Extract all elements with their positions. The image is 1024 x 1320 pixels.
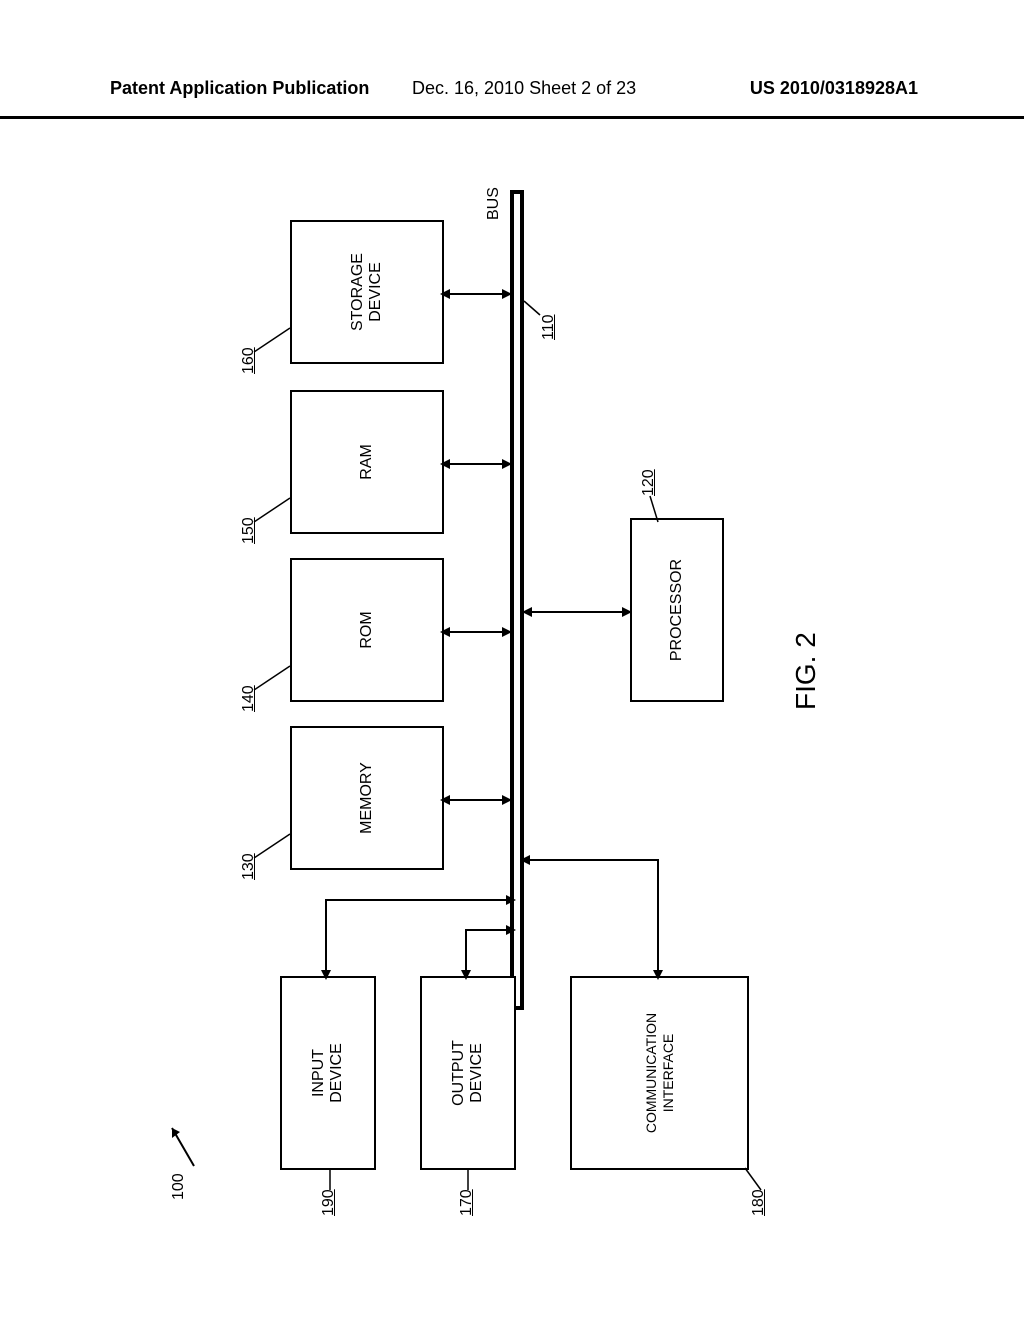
ram-ref-leader-icon [254, 482, 294, 522]
processor-block-label: PROCESSOR [668, 559, 686, 661]
storage-block-label: STORAGE DEVICE [349, 253, 386, 331]
ram-block-label: RAM [358, 444, 376, 480]
output-device-block-label: OUTPUT DEVICE [450, 1040, 487, 1106]
bus-ref-label: 110 [540, 314, 558, 340]
ram-bus-arrow-icon [440, 458, 512, 470]
input-ref-label: 190 [320, 1189, 338, 1216]
comm-ref-label: 180 [750, 1189, 768, 1216]
storage-bus-arrow-icon [440, 288, 512, 300]
memory-bus-arrow-icon [440, 794, 512, 806]
rom-bus-arrow-icon [440, 626, 512, 638]
output-ref-label: 170 [458, 1189, 476, 1216]
rom-ref-leader-icon [254, 650, 294, 690]
storage-block: STORAGE DEVICE [290, 220, 444, 364]
processor-ref-label: 120 [640, 469, 658, 496]
comm-interface-block: COMMUNICATION INTERFACE [570, 976, 749, 1170]
memory-ref-leader-icon [254, 818, 294, 858]
header-center: Dec. 16, 2010 Sheet 2 of 23 [412, 78, 636, 99]
figure-number-arrow-icon [168, 1118, 198, 1168]
processor-block: PROCESSOR [630, 518, 724, 702]
figure-label: FIG. 2 [790, 632, 822, 710]
page-header: Patent Application Publication Dec. 16, … [0, 76, 1024, 119]
bus-line-top [510, 190, 514, 1010]
output-ref-leader-icon [463, 1168, 473, 1190]
ram-block: RAM [290, 390, 444, 534]
comm-bus-arrow-icon [518, 850, 668, 980]
figure-2-diagram: 100 BUS 110 MEMORY 130 [130, 160, 890, 1210]
rom-block: ROM [290, 558, 444, 702]
processor-bus-arrow-icon [522, 606, 632, 618]
rom-block-label: ROM [358, 611, 376, 648]
input-device-block: INPUT DEVICE [280, 976, 376, 1170]
figure-number-label: 100 [170, 1173, 188, 1200]
memory-block-label: MEMORY [358, 762, 376, 834]
header-left: Patent Application Publication [110, 78, 369, 99]
comm-ref-leader-icon [745, 1164, 765, 1190]
header-right: US 2010/0318928A1 [750, 78, 918, 99]
processor-ref-leader-icon [650, 494, 668, 522]
input-ref-leader-icon [325, 1168, 335, 1190]
output-device-block: OUTPUT DEVICE [420, 976, 516, 1170]
storage-ref-leader-icon [254, 312, 294, 352]
bus-ref-leader-icon [524, 295, 544, 315]
output-bus-arrow-icon [460, 920, 518, 980]
memory-block: MEMORY [290, 726, 444, 870]
bus-label: BUS [485, 187, 503, 220]
bus-cap-right [510, 190, 524, 194]
input-device-block-label: INPUT DEVICE [310, 1043, 347, 1103]
page: Patent Application Publication Dec. 16, … [0, 0, 1024, 1320]
diagram-canvas: 100 BUS 110 MEMORY 130 [130, 160, 890, 1210]
comm-interface-block-label: COMMUNICATION INTERFACE [643, 1013, 675, 1133]
